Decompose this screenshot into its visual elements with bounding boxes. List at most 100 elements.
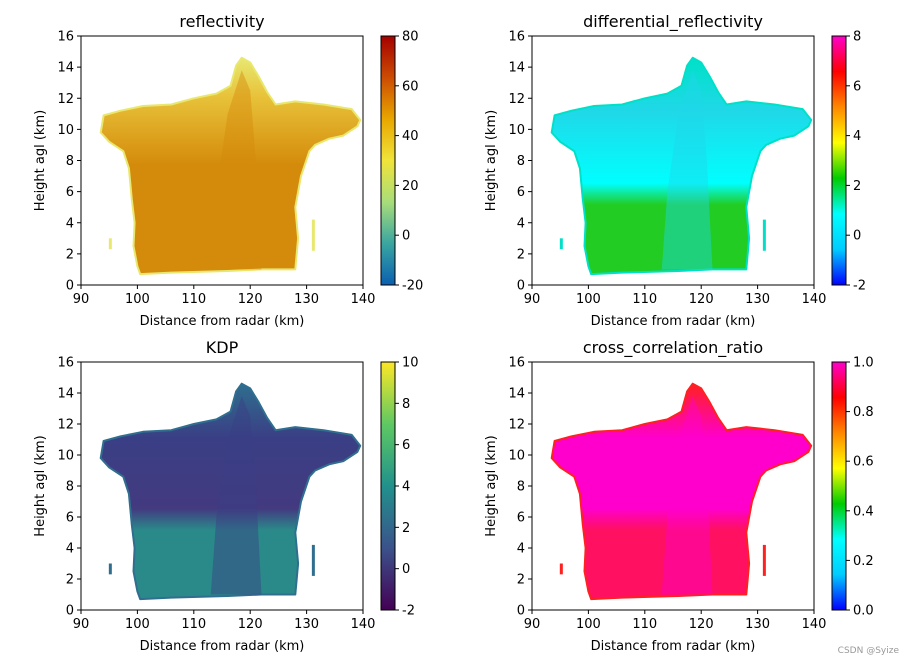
y-tick-label: 16: [57, 30, 74, 45]
x-tick-label: 120: [238, 617, 263, 632]
storm-core: [661, 70, 713, 270]
x-tick-label: 110: [181, 617, 206, 632]
isolated-echo-1: [559, 238, 563, 250]
colorbar: [831, 35, 847, 286]
chart-panel-1: 90 100 110 120 130 140 0 2 4 6 8 10 12 14 16 reflectivi…: [33, 12, 423, 329]
x-axis-label: Distance from radar (km): [591, 314, 756, 329]
colorbar-tick-label: 0: [402, 229, 410, 244]
colorbar-tick-label: 0.8: [853, 405, 874, 420]
y-tick-label: 6: [66, 185, 74, 200]
isolated-echo-2: [762, 219, 766, 251]
colorbar-tick-label: 60: [402, 79, 419, 94]
storm-core: [661, 396, 713, 595]
colorbar-tick-label: 1.0: [853, 356, 874, 371]
y-tick-label: 4: [66, 216, 74, 231]
y-tick-label: 4: [517, 216, 525, 231]
storm-core: [210, 70, 262, 270]
chart-title: KDP: [206, 338, 239, 357]
y-tick-label: 0: [66, 279, 74, 294]
x-tick-label: 120: [238, 292, 263, 307]
y-axis-label: Height agl (km): [33, 435, 48, 536]
y-tick-label: 2: [517, 573, 525, 588]
colorbar-tick-label: 0: [402, 562, 410, 577]
isolated-echo-2: [311, 544, 315, 576]
y-tick-label: 8: [517, 480, 525, 495]
chart-panel-4: 90 100 110 120 130 140 0 2 4 6 8 10 12 14 16 cross_corr…: [484, 338, 874, 654]
colorbar-tick-label: 8: [402, 397, 410, 412]
colorbar-tick-label: 8: [853, 30, 861, 45]
x-axis-label: Distance from radar (km): [591, 639, 756, 654]
colorbar-tick-label: 6: [402, 438, 410, 453]
x-tick-label: 110: [181, 292, 206, 307]
y-tick-label: 14: [508, 387, 525, 402]
colorbar-tick-label: 4: [402, 480, 410, 495]
x-tick-label: 130: [745, 292, 770, 307]
y-tick-label: 4: [517, 542, 525, 557]
colorbar: [380, 35, 396, 286]
x-tick-label: 140: [802, 617, 827, 632]
x-tick-label: 130: [294, 617, 319, 632]
x-tick-label: 90: [73, 617, 90, 632]
y-tick-label: 12: [57, 92, 74, 107]
x-tick-label: 90: [524, 617, 541, 632]
colorbar-tick-label: 2: [402, 521, 410, 536]
colorbar-tick-label: 0.6: [853, 455, 874, 470]
x-tick-label: 130: [294, 292, 319, 307]
colorbar: [831, 361, 847, 611]
y-tick-label: 10: [57, 123, 74, 138]
y-tick-label: 6: [66, 511, 74, 526]
y-tick-label: 0: [517, 279, 525, 294]
storm-echo-field: [99, 382, 362, 601]
colorbar-tick-label: 0: [853, 229, 861, 244]
x-tick-label: 140: [351, 617, 376, 632]
isolated-echo-1: [559, 563, 563, 575]
y-tick-label: 12: [57, 418, 74, 433]
y-tick-label: 12: [508, 418, 525, 433]
y-tick-label: 14: [57, 61, 74, 76]
y-tick-label: 16: [508, 356, 525, 371]
y-tick-label: 8: [517, 154, 525, 169]
x-tick-label: 100: [576, 292, 601, 307]
x-axis-label: Distance from radar (km): [140, 639, 305, 654]
storm-echo-field: [550, 382, 813, 601]
y-tick-label: 8: [66, 154, 74, 169]
storm-core: [210, 396, 262, 595]
colorbar-tick-label: -2: [853, 279, 866, 294]
y-tick-label: 16: [57, 356, 74, 371]
chart-title: differential_reflectivity: [583, 12, 763, 32]
x-tick-label: 100: [125, 292, 150, 307]
y-axis-label: Height agl (km): [33, 110, 48, 211]
x-tick-label: 120: [689, 292, 714, 307]
colorbar-tick-label: -20: [402, 279, 423, 294]
y-tick-label: 2: [66, 247, 74, 262]
y-tick-label: 0: [66, 604, 74, 619]
y-tick-label: 10: [508, 449, 525, 464]
isolated-echo-2: [311, 219, 315, 251]
y-tick-label: 4: [66, 542, 74, 557]
x-tick-label: 110: [632, 617, 657, 632]
x-tick-label: 100: [125, 617, 150, 632]
colorbar-tick-label: 80: [402, 30, 419, 45]
chart-panel-3: 90 100 110 120 130 140 0 2 4 6 8 10 12 14 16 KDP Distanc…: [33, 338, 419, 654]
x-tick-label: 110: [632, 292, 657, 307]
chart-title: reflectivity: [179, 12, 264, 31]
y-axis-label: Height agl (km): [484, 435, 499, 536]
colorbar-tick-label: 6: [853, 79, 861, 94]
y-tick-label: 2: [517, 247, 525, 262]
isolated-echo-2: [762, 544, 766, 576]
y-tick-label: 8: [66, 480, 74, 495]
x-tick-label: 90: [73, 292, 90, 307]
x-tick-label: 90: [524, 292, 541, 307]
colorbar-tick-label: 0.0: [853, 604, 874, 619]
y-tick-label: 10: [508, 123, 525, 138]
y-tick-label: 14: [508, 61, 525, 76]
y-tick-label: 14: [57, 387, 74, 402]
x-tick-label: 140: [351, 292, 376, 307]
colorbar-tick-label: 40: [402, 129, 419, 144]
y-tick-label: 0: [517, 604, 525, 619]
chart-panel-2: 90 100 110 120 130 140 0 2 4 6 8 10 12 14 16 differenti…: [484, 12, 866, 329]
colorbar-tick-label: 0.2: [853, 554, 874, 569]
colorbar-tick-label: 0.4: [853, 504, 874, 519]
y-tick-label: 12: [508, 92, 525, 107]
colorbar-tick-label: 10: [402, 356, 419, 371]
